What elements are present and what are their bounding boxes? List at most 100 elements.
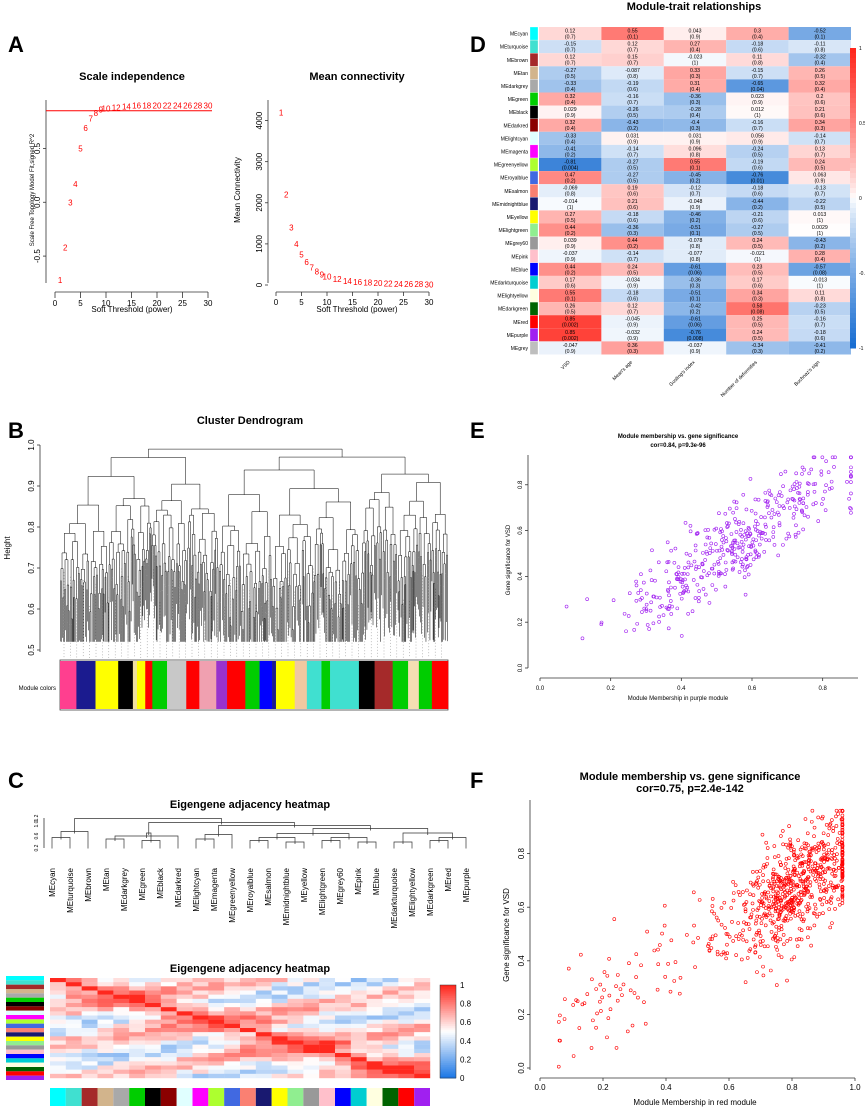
d-cell [601, 289, 664, 303]
c2-cell [240, 1073, 257, 1079]
e-pts-point [682, 566, 687, 570]
b-merge [236, 566, 239, 594]
purple-module-scatter: Module membership vs. gene significance … [506, 434, 858, 702]
f-pts-point [557, 1038, 562, 1043]
b-merge [328, 549, 339, 571]
f-pts-point [824, 823, 829, 827]
d-row-label: MEgreenyellow [494, 163, 529, 169]
b-merge [342, 560, 347, 581]
f-pts-point [774, 872, 779, 877]
b-merge [148, 448, 343, 458]
d-row-label: MEgrey [511, 346, 529, 352]
d-cell-cor: 0.44 [565, 264, 575, 270]
d-cell-p: (0.8) [627, 74, 638, 80]
c2-cell [303, 982, 320, 987]
e-pts-point [802, 467, 806, 472]
e-pts-point [639, 588, 643, 592]
c2-cell [208, 1028, 225, 1033]
d-cell-p: (0.4) [814, 87, 825, 93]
f-pts-x-tick-label: 0.0 [534, 1083, 546, 1092]
f-pts-point [799, 898, 804, 902]
e-pts-point [819, 473, 824, 477]
e-pts-point [805, 492, 810, 497]
b-module-color-segment [60, 661, 77, 709]
d-cell-cor: 0.33 [690, 68, 700, 74]
d-colorbar-step [850, 238, 856, 244]
c2-cell [97, 982, 114, 987]
b-merge [419, 517, 427, 534]
f-pts-point [839, 840, 844, 845]
d-colorbar-step [850, 338, 856, 344]
a2-point-label: 16 [353, 278, 362, 287]
d-colorbar-step [850, 163, 856, 169]
c1-y-tick-label: 0.2 [34, 844, 40, 851]
e-pts-point [748, 552, 753, 557]
b-module-color-segment [294, 661, 308, 709]
f-pts-point [800, 861, 805, 866]
b-merge [202, 513, 215, 540]
b-merge [329, 599, 331, 622]
c2-cell [366, 978, 383, 983]
d-cell-p: (0.7) [690, 192, 701, 198]
e-pts-point [700, 562, 705, 567]
d-cell-p: (0.6) [814, 336, 825, 342]
d-cell [788, 118, 851, 132]
f-pts-point [808, 883, 812, 888]
b-merge [202, 561, 205, 592]
f-pts-point [783, 866, 788, 870]
c2-cell [271, 1040, 288, 1045]
b-merge [66, 584, 70, 611]
c2-cell [65, 978, 82, 983]
e-pts-point [707, 601, 712, 605]
c2-left-color [6, 1071, 44, 1076]
c2-cell [145, 1011, 162, 1016]
f-pts-point [832, 853, 837, 857]
b-merge [199, 538, 206, 556]
d-cell-cor: -0.28 [689, 107, 701, 113]
c2-cell [208, 1044, 225, 1050]
e-pts-point [788, 488, 793, 493]
f-pts-point [557, 1020, 561, 1024]
c2-cell [271, 1023, 288, 1029]
c2-colorbar-step [440, 1044, 456, 1047]
e-pts-point [763, 515, 767, 520]
e-pts-point [703, 528, 708, 532]
e-pts-point [738, 560, 743, 565]
b-module-color-segment [306, 661, 322, 709]
c2-cell [271, 986, 288, 991]
b-merge [287, 549, 291, 563]
d-cell [539, 328, 602, 342]
c2-cell [303, 994, 320, 1000]
c2-cell [160, 1044, 177, 1050]
f-pts-point [805, 926, 810, 930]
b-merge [325, 567, 331, 578]
f-pts-point [754, 918, 759, 923]
e-pts-point [804, 505, 809, 509]
d-colorbar-step [850, 333, 856, 339]
f-pts-point [820, 839, 825, 844]
e-pts-point [734, 500, 739, 505]
b-merge [228, 585, 231, 618]
e-pts-point [651, 594, 656, 599]
c2-cell [224, 1019, 241, 1025]
d-cell-p: (0.5) [752, 323, 763, 329]
e-pts-point [794, 507, 799, 512]
d-row-label: MEred [513, 320, 528, 326]
d-cell-cor: -0.34 [751, 343, 763, 349]
e-pts-point [847, 496, 851, 501]
c2-cell [97, 1007, 114, 1012]
c2-colorbar-step [440, 1051, 456, 1055]
f-pts-point [840, 891, 845, 896]
f-pts-point [755, 970, 759, 974]
d-colorbar-step [850, 248, 856, 254]
c2-colorbar-step [440, 986, 456, 990]
f-pts-point [724, 932, 729, 936]
c2-cell [97, 986, 114, 991]
f-pts-point [768, 918, 773, 923]
e-pts-point [729, 532, 734, 536]
f-pts-point [804, 841, 809, 846]
f-pts-point [574, 998, 578, 1002]
panel-letter-d: D [470, 32, 486, 57]
a1-x-tick-label: 25 [178, 299, 187, 308]
f-pts-point [782, 882, 787, 887]
